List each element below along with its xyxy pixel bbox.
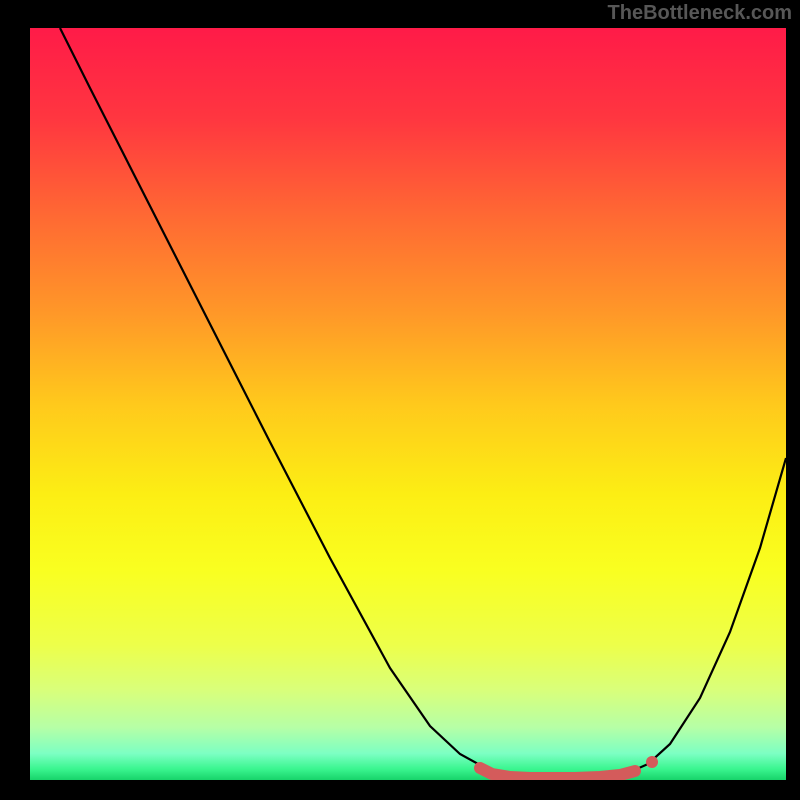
chart-container: TheBottleneck.com (0, 0, 800, 800)
plot-area (30, 28, 786, 780)
marker-end-dot (646, 756, 658, 768)
watermark-text: TheBottleneck.com (608, 2, 792, 25)
bottleneck-curve (60, 28, 786, 778)
bottom-range-marker (480, 768, 635, 778)
curve-overlay (30, 28, 786, 780)
